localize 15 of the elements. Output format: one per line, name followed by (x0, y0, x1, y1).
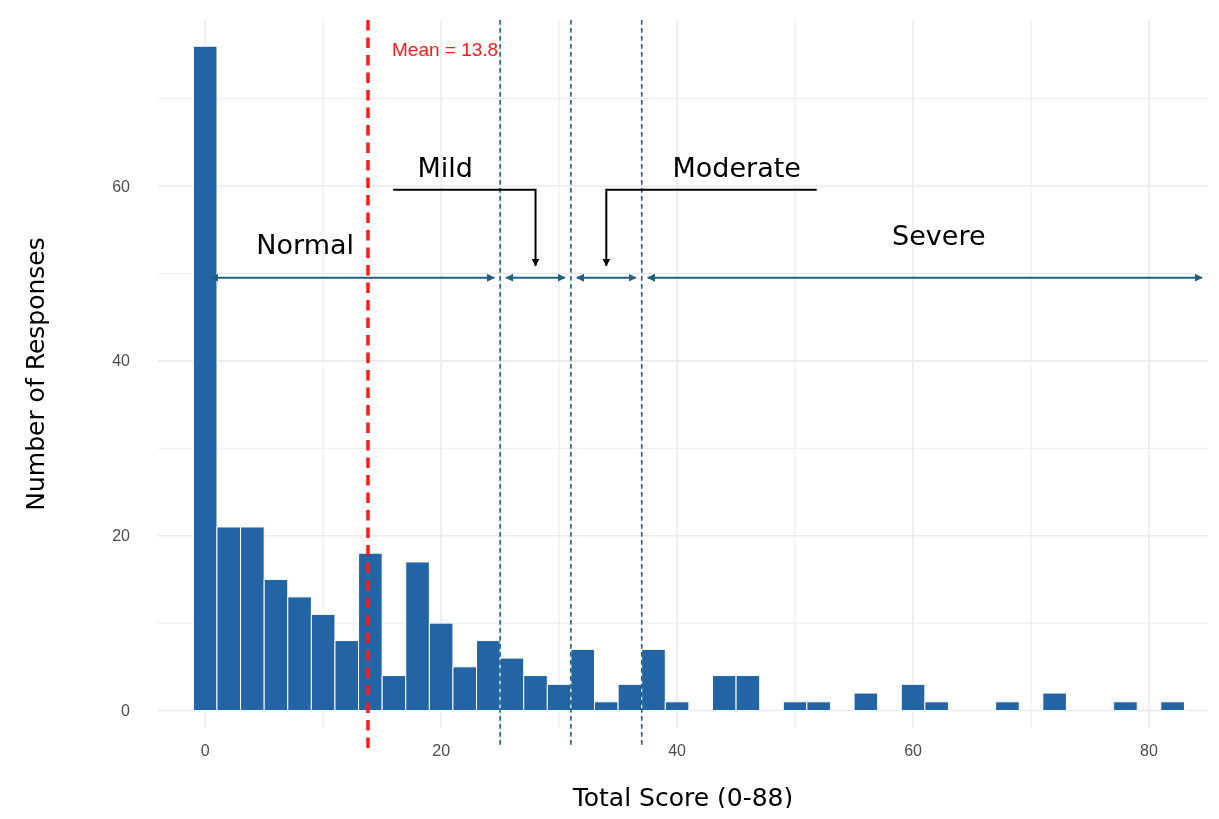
y-tick-label: 20 (112, 527, 131, 545)
x-tick-label: 40 (668, 742, 687, 759)
y-tick-label: 0 (121, 702, 131, 720)
y-tick-label: 60 (112, 177, 131, 195)
annotation: Moderate (672, 152, 801, 184)
ref-line-label: Mean = 13.8 (392, 39, 499, 60)
annotation: Mild (417, 152, 473, 184)
y-tick-label: 40 (112, 352, 131, 370)
x-tick-label: 0 (200, 742, 210, 759)
y-axis-title: Number of Responses (21, 237, 50, 511)
x-tick-label: 80 (1140, 742, 1159, 759)
annotation: Severe (892, 220, 986, 252)
x-tick-label: 60 (904, 742, 923, 759)
annotation: Normal (256, 229, 355, 261)
x-tick-label: 20 (432, 742, 451, 759)
